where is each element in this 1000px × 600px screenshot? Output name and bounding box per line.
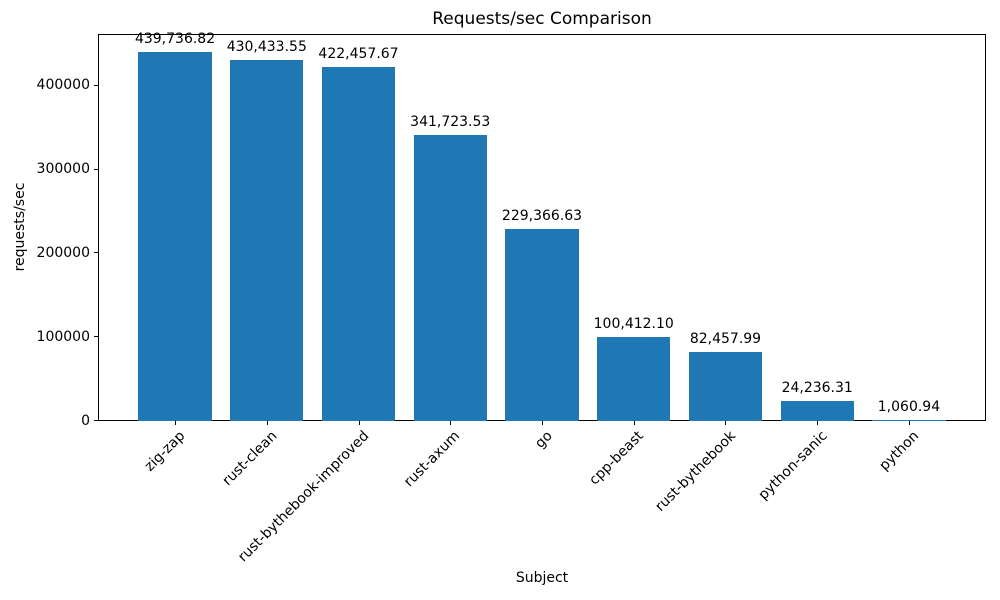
x-tick-mark <box>542 421 543 425</box>
y-tick-mark <box>94 420 98 421</box>
bar <box>138 52 212 421</box>
x-tick-mark <box>358 421 360 425</box>
bar <box>597 336 671 421</box>
chart-title: Requests/sec Comparison <box>432 9 652 29</box>
bar <box>780 400 854 421</box>
x-tick-label: zig-zap <box>141 428 189 475</box>
y-tick-mark <box>94 85 98 86</box>
x-tick-label: cpp-beast <box>586 428 648 489</box>
x-tick-mark <box>908 421 910 425</box>
x-tick-mark <box>725 421 727 425</box>
x-tick-mark <box>175 421 177 425</box>
x-tick-label: rust-bythebook <box>652 428 739 515</box>
bar <box>872 420 946 421</box>
bar-value-label: 439,736.82 <box>134 31 216 48</box>
y-tick-mark <box>94 169 98 170</box>
y-tick-label: 100000 <box>36 328 90 345</box>
x-tick-label: go <box>531 428 556 452</box>
bar-value-label: 229,366.63 <box>501 207 583 224</box>
y-tick-label: 300000 <box>36 161 90 178</box>
bar-value-label: 24,236.31 <box>781 379 853 396</box>
y-tick-label: 200000 <box>36 244 90 261</box>
y-tick-label: 0 <box>81 412 90 429</box>
y-tick-mark <box>94 336 98 337</box>
x-tick-label: rust-axum <box>401 428 464 491</box>
x-tick-label: python <box>876 428 923 474</box>
y-tick-mark <box>94 252 98 253</box>
bar-value-label: 100,412.10 <box>593 315 674 332</box>
bar <box>688 351 763 421</box>
x-axis-label: Subject <box>515 570 569 586</box>
x-tick-mark <box>266 421 268 425</box>
bar <box>413 134 487 421</box>
bar-value-label: 82,457.99 <box>689 330 762 347</box>
bar <box>321 66 396 421</box>
x-tick-mark <box>450 421 452 425</box>
x-tick-mark <box>817 421 819 425</box>
bar-value-label: 1,060.94 <box>877 399 941 415</box>
bar-value-label: 341,723.53 <box>410 113 491 130</box>
bar <box>505 228 579 421</box>
x-tick-mark <box>633 421 635 425</box>
bar-value-label: 430,433.55 <box>226 39 307 56</box>
x-tick-label: rust-clean <box>219 428 281 489</box>
bar <box>230 60 304 421</box>
bar-value-label: 422,457.67 <box>318 45 399 62</box>
y-tick-label: 400000 <box>36 77 90 94</box>
x-tick-label: python-sanic <box>755 428 831 504</box>
